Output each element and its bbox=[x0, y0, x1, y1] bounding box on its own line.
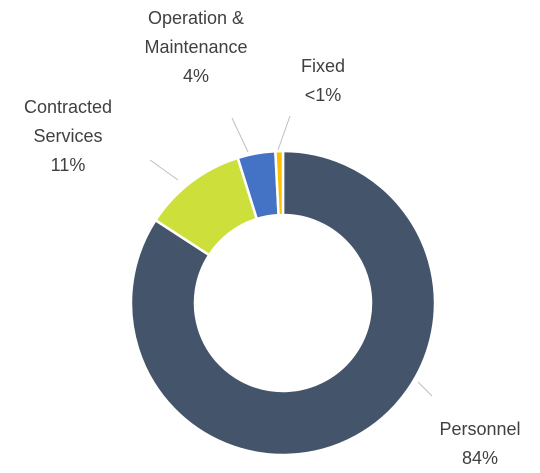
donut-slice bbox=[129, 149, 437, 457]
slice-value-label: 84% bbox=[461, 448, 499, 468]
slice-value-label: 11% bbox=[50, 155, 86, 175]
leader-line bbox=[277, 115, 291, 151]
leader-line bbox=[149, 159, 179, 181]
slice-value-label: 4% bbox=[182, 66, 209, 86]
slice-label: Fixed bbox=[300, 56, 345, 76]
leader-line bbox=[417, 381, 433, 397]
donut-slice bbox=[274, 149, 285, 217]
slice-label: Personnel bbox=[439, 419, 521, 439]
leader-line bbox=[231, 117, 249, 153]
slice-label: Operation & Maintenance bbox=[144, 8, 248, 57]
slice-value-label: <1% bbox=[304, 85, 342, 105]
slice-label: Contracted Services bbox=[23, 97, 113, 146]
